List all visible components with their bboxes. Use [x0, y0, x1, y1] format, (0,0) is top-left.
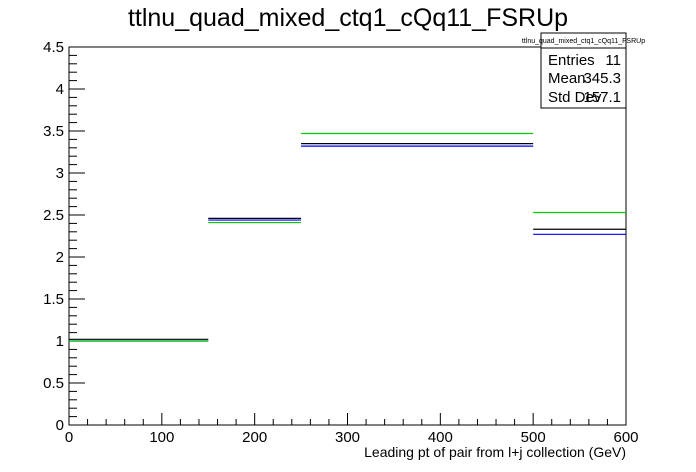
stats-stddev-label: Std Dev — [548, 89, 602, 106]
stats-entries-label: Entries — [548, 52, 595, 69]
x-tick-label: 200 — [242, 429, 267, 446]
x-tick-label: 100 — [149, 429, 174, 446]
y-tick-label: 1 — [56, 333, 64, 350]
stats-box: ttlnu_quad_mixed_ctq1_cQq11_FSRUp Entrie… — [522, 32, 645, 109]
stats-entries-value: 11 — [605, 52, 621, 69]
stats-box-title: ttlnu_quad_mixed_ctq1_cQq11_FSRUp — [522, 38, 645, 45]
stats-box-frame — [540, 32, 627, 109]
y-tick-label: 2.5 — [43, 207, 64, 224]
y-tick-label: 4.5 — [43, 39, 64, 56]
stats-mean-label: Mean — [548, 70, 586, 87]
series-layer — [69, 132, 626, 342]
x-tick-label: 400 — [428, 429, 453, 446]
y-tick-label: 3.5 — [43, 123, 64, 140]
stats-mean-value: 345.3 — [583, 70, 621, 87]
y-tick-label: 2 — [56, 249, 64, 266]
y-tick-label: 0 — [56, 417, 64, 434]
series-0 — [69, 143, 626, 340]
y-tick-label: 3 — [56, 165, 64, 182]
series-1 — [69, 145, 626, 342]
y-tick-label: 0.5 — [43, 375, 64, 392]
stats-stddev-value: 157.1 — [583, 89, 621, 106]
axis-ticks: 0 100 200 300 400 500 600 0 0.5 1 1.5 2 2.5 3 3.5 4 4.5 — [43, 39, 638, 446]
y-tick-label: 1.5 — [43, 291, 64, 308]
y-tick-label: 4 — [56, 81, 64, 98]
series-2 — [69, 132, 626, 342]
x-tick-label: 500 — [521, 429, 546, 446]
chart-title: ttlnu_quad_mixed_ctq1_cQq11_FSRUp — [128, 4, 568, 32]
x-tick-label: 600 — [613, 429, 638, 446]
x-tick-label: 300 — [335, 429, 360, 446]
x-tick-label: 0 — [65, 429, 73, 446]
x-axis-label: Leading pt of pair from l+j collection (… — [364, 444, 626, 460]
